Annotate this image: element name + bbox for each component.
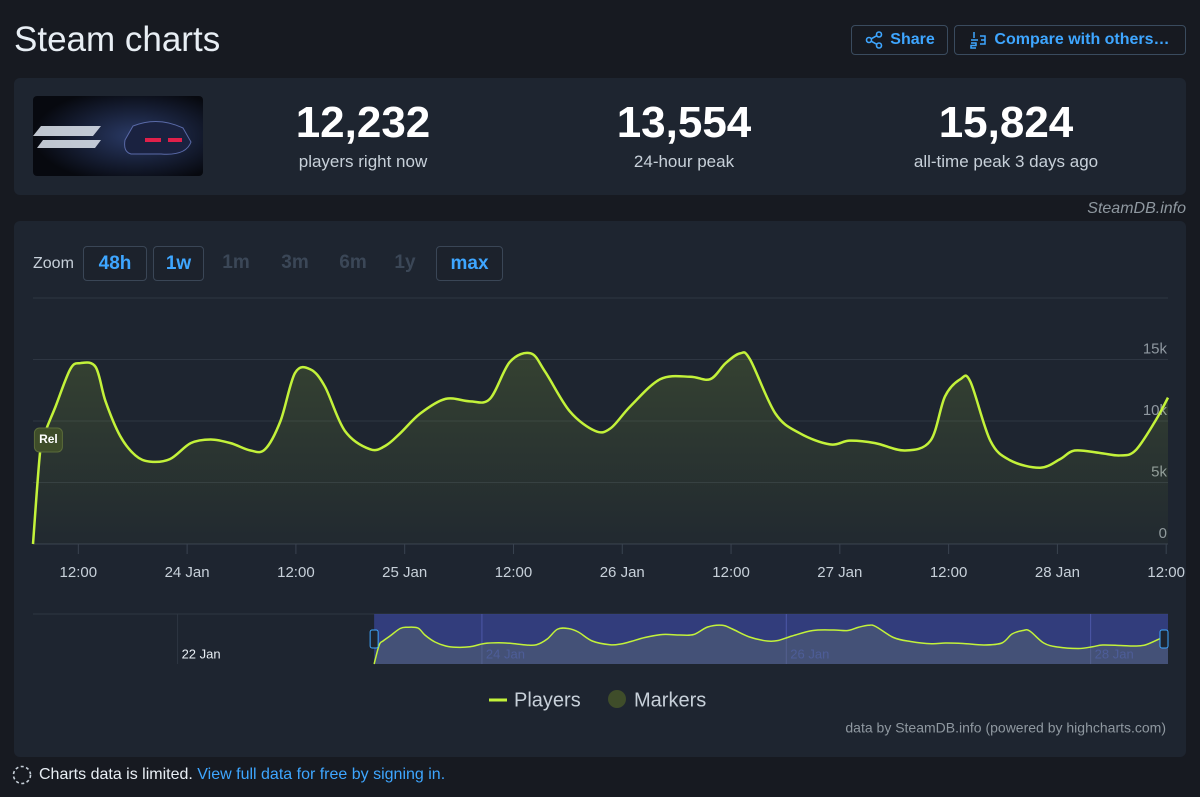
- navigator-tick-label: 24 Jan: [486, 646, 525, 661]
- navigator-handle[interactable]: [1159, 629, 1169, 649]
- players-line: [31, 351, 1170, 545]
- stat-value: 12,232: [295, 98, 431, 147]
- stats-card: [14, 78, 1186, 195]
- credits: data by SteamDB.info (powered by highcha…: [845, 720, 1166, 736]
- compare-button[interactable]: Compare with others…: [954, 25, 1186, 55]
- sign-in-link[interactable]: View full data for free by signing in.: [197, 766, 446, 783]
- stat-label: players right now: [298, 152, 428, 171]
- x-tick-label: 12:00: [712, 564, 750, 581]
- x-tick-label: 12:00: [60, 564, 98, 581]
- zoom-button[interactable]: max: [436, 246, 503, 281]
- navigator-tick-label: 26 Jan: [790, 646, 829, 661]
- footer-notice: Charts data is limited.: [39, 766, 193, 783]
- zoom-button: 6m: [339, 252, 367, 273]
- x-tick-label: 27 Jan: [817, 564, 862, 581]
- page-title: Steam charts: [14, 20, 221, 59]
- stat: 12,232 players right now: [213, 98, 513, 172]
- zoom-button: 1y: [394, 252, 416, 273]
- share-icon: [865, 31, 883, 49]
- navigator-selection: [374, 614, 1169, 664]
- legend-label: Players: [514, 689, 581, 711]
- zoom-label: Zoom: [33, 255, 74, 272]
- navigator-area: [374, 625, 1169, 664]
- x-tick-label: 28 Jan: [1035, 564, 1080, 581]
- game-image[interactable]: [33, 96, 203, 176]
- stat-label: all-time peak 3 days ago: [913, 152, 1099, 171]
- legend-label: Markers: [634, 689, 706, 711]
- x-tick-label: 12:00: [495, 564, 533, 581]
- marker-flag: [33, 427, 63, 453]
- footer: Charts data is limited. View full data f…: [39, 766, 445, 784]
- x-tick-label: 12:00: [930, 564, 968, 581]
- share-button[interactable]: Share: [851, 25, 948, 55]
- zoom-button: 3m: [281, 252, 309, 273]
- y-tick-label: 15k: [1143, 340, 1168, 357]
- legend-swatch: [608, 690, 626, 708]
- navigator-line: [373, 624, 1169, 665]
- share-label: Share: [890, 31, 935, 48]
- stat: 13,554 24-hour peak: [534, 98, 834, 172]
- area: [33, 352, 1168, 544]
- zoom-button[interactable]: 1w: [153, 246, 204, 281]
- marker-label: Rel: [39, 432, 58, 446]
- x-tick-label: 25 Jan: [382, 564, 427, 581]
- navigator-handle[interactable]: [369, 629, 379, 649]
- stat-label: 24-hour peak: [633, 152, 735, 171]
- zoom-button[interactable]: 48h: [83, 246, 147, 281]
- limit-icon: [12, 765, 32, 785]
- navigator-tick-label: 22 Jan: [182, 646, 221, 661]
- compare-icon: [970, 32, 987, 49]
- source: SteamDB.info: [1087, 200, 1186, 217]
- stat-value: 15,824: [938, 98, 1074, 147]
- x-tick-label: 24 Jan: [165, 564, 210, 581]
- x-tick-label: 26 Jan: [600, 564, 645, 581]
- stat-value: 13,554: [616, 98, 752, 147]
- stat: 15,824 all-time peak 3 days ago: [856, 98, 1156, 172]
- navigator-tick-label: 28 Jan: [1095, 646, 1134, 661]
- compare-label: Compare with others…: [994, 31, 1170, 48]
- x-tick-label: 12:00: [277, 564, 315, 581]
- zoom-button: 1m: [222, 252, 250, 273]
- x-tick-label: 12:00: [1147, 564, 1185, 581]
